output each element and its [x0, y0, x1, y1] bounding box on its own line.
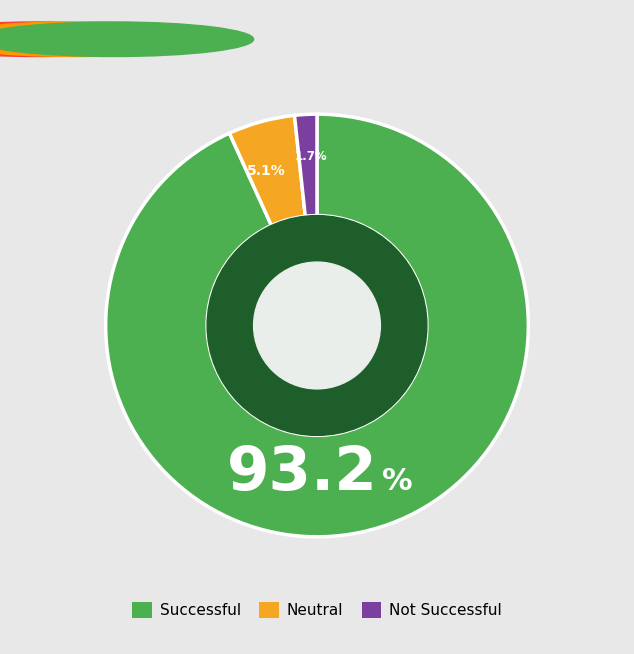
Wedge shape: [294, 114, 317, 216]
Circle shape: [254, 262, 380, 389]
Wedge shape: [230, 115, 306, 226]
Text: 5.1%: 5.1%: [247, 164, 285, 178]
Text: %: %: [382, 468, 413, 496]
Legend: Successful, Neutral, Not Successful: Successful, Neutral, Not Successful: [126, 595, 508, 625]
Wedge shape: [106, 114, 528, 537]
Circle shape: [0, 22, 178, 56]
Circle shape: [0, 22, 254, 56]
Circle shape: [207, 216, 427, 436]
Text: 93.2: 93.2: [227, 444, 378, 503]
Circle shape: [0, 22, 216, 56]
Text: 1.7%: 1.7%: [294, 150, 327, 163]
